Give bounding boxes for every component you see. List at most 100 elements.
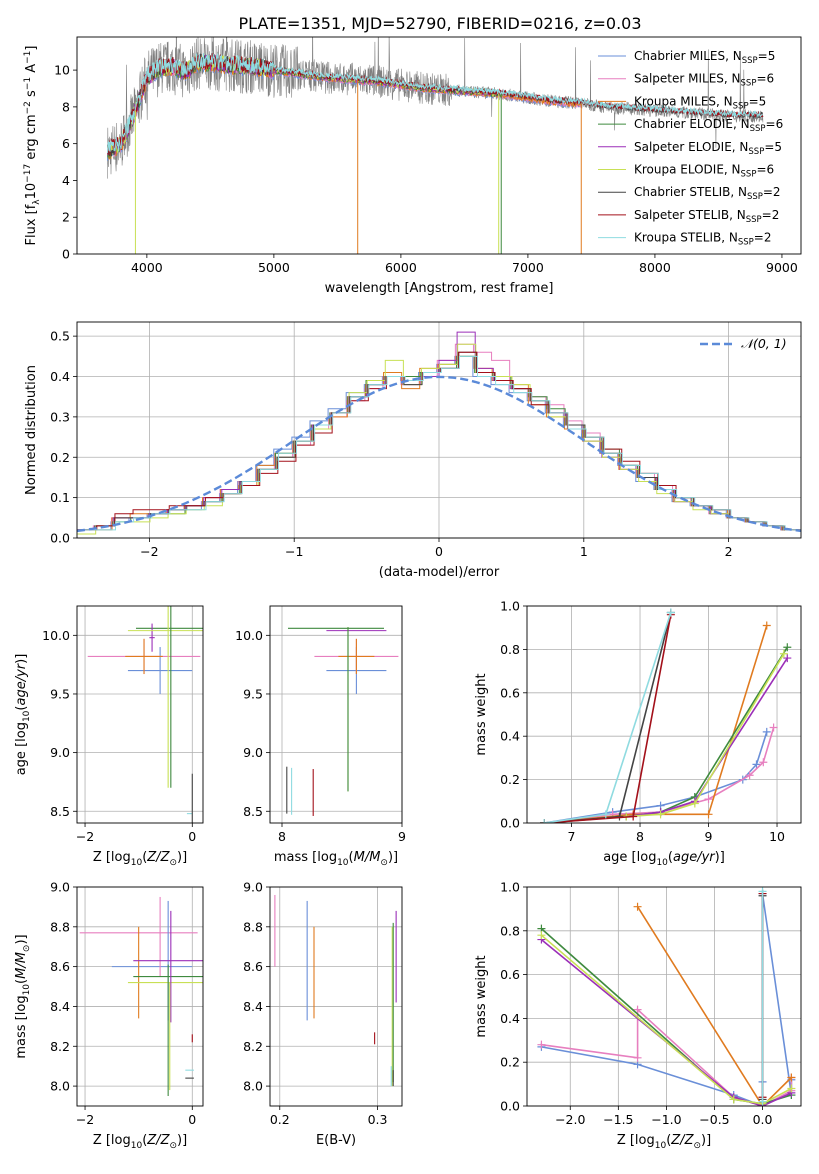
x-tick-label: −2 <box>76 829 94 844</box>
y-axis-label-part: mass weight <box>474 673 489 755</box>
legend-label-sub: SSP <box>738 238 754 248</box>
y-tick-label: 8.2 <box>243 1039 263 1054</box>
y-axis-label-part: )] <box>14 654 29 664</box>
y-tick-label: 2 <box>62 210 70 225</box>
y-axis-label: mass [log10(M/M⊙)] <box>14 934 32 1058</box>
x-axis-label-part: Z [log <box>93 850 131 865</box>
legend-label-sub: SSP <box>748 147 764 157</box>
mass-weight-marker <box>537 1040 546 1049</box>
x-tick-label: 4000 <box>131 260 163 275</box>
mass-weight-line <box>544 646 788 823</box>
y-tick-label: 8.6 <box>243 959 263 974</box>
legend-label-sub: SSP <box>747 192 763 202</box>
mass-weight-marker <box>745 771 754 780</box>
y-tick-label: 0.8 <box>500 642 520 657</box>
x-axis-label-part: 10 <box>656 858 668 868</box>
x-axis-label-part: )] <box>715 850 725 865</box>
mass-weight-marker <box>690 799 699 808</box>
y-axis-label-part: ( <box>14 979 29 984</box>
z-vs-mass-axes: −2 08.08.28.48.68.89.0Z [log10(Z/Z⊙)]mass… <box>14 880 204 1151</box>
legend-label: Chabrier ELODIE, NSSP=6 <box>634 117 783 134</box>
y-axis-label-part: age/yr <box>14 662 29 705</box>
legend-label-main: Chabrier ELODIE, N <box>634 117 750 131</box>
axes-frame <box>526 886 802 1107</box>
y-tick-label: 8.5 <box>243 804 263 819</box>
spectrum-axes: 4000 5000 6000 7000 8000 9000 0 2 4 6 8 10 wavelengt… <box>23 36 802 296</box>
legend-label-tail: =6 <box>756 72 774 86</box>
y-tick-label: 0.1 <box>50 490 70 505</box>
mass-vs-age-plot <box>286 627 399 816</box>
y-axis-label: mass weight <box>474 673 489 755</box>
y-tick-label: 8.6 <box>50 959 70 974</box>
mass-weight-marker <box>729 1095 738 1104</box>
z-vs-weight-axes: −2.0 −1.5 −1.0 −0.5 0.0 0.0 0.2 0.4 0.6 0.8 1.0 Z [… <box>474 880 802 1151</box>
x-tick-label: 8 <box>636 829 644 844</box>
legend-label-tail: =5 <box>758 49 776 63</box>
y-tick-label: 8.0 <box>243 1079 263 1094</box>
y-axis-label-part: 10 <box>24 183 39 200</box>
y-tick-label: 0.2 <box>50 450 70 465</box>
y-tick-label: 0.6 <box>500 685 520 700</box>
y-tick-label: 9.0 <box>243 745 263 760</box>
legend-label-tail: =2 <box>763 185 781 199</box>
y-tick-label: 0.5 <box>50 329 70 344</box>
y-tick-label: 10.0 <box>42 628 70 643</box>
y-axis-label-part: Normed distribution <box>24 365 39 495</box>
mass-weight-line <box>636 906 792 1106</box>
mass-weight-marker <box>762 727 771 736</box>
axes-frame <box>76 321 802 539</box>
mass-weight-marker <box>537 931 546 940</box>
mass-weight-marker <box>758 1097 767 1106</box>
z-vs-mass-plot <box>79 896 203 1097</box>
mass-weight-marker <box>783 643 792 652</box>
legend-label-sub: SSP <box>746 215 762 225</box>
y-axis-label-part: 10 <box>22 984 32 996</box>
legend-label: Salpeter MILES, NSSP=6 <box>634 72 774 89</box>
y-axis-label-part: mass weight <box>474 955 489 1037</box>
y-tick-label: 0 <box>62 247 70 262</box>
legend-label-tail: =6 <box>766 117 784 131</box>
x-axis-label: mass [log10(M/M⊙)] <box>274 850 398 868</box>
mass-weight-marker <box>656 810 665 819</box>
x-tick-label: −1.5 <box>603 1112 633 1127</box>
residual-histogram-step <box>77 343 800 531</box>
mass-weight-line <box>544 653 785 823</box>
ebv-vs-mass-axes: 0.2 0.3 8.0 8.2 8.4 8.6 8.8 9.0 E(B-V) <box>243 880 403 1148</box>
legend-label-sub: SSP <box>741 170 757 180</box>
legend-label-tail: =2 <box>754 231 772 245</box>
legend-label: 𝒩(0, 1) <box>741 336 787 351</box>
legend-label: Kroupa STELIB, NSSP=2 <box>634 231 772 248</box>
x-axis-label-part: 10 <box>131 858 143 868</box>
x-tick-label: 9 <box>705 829 713 844</box>
x-axis-label-part: 10 <box>337 858 349 868</box>
y-tick-label: 9.0 <box>50 880 70 895</box>
y-axis-label: Normed distribution <box>24 365 39 495</box>
x-axis-label-part: Z/Z <box>146 850 170 865</box>
residual-histogram-step <box>77 331 801 531</box>
x-tick-label: 7 <box>568 829 576 844</box>
residual-histogram-step <box>79 355 801 531</box>
x-tick-label: 8 <box>278 829 286 844</box>
y-axis-label-part: ( <box>14 706 29 711</box>
x-axis-label-part: ( <box>142 850 147 865</box>
legend-label-sub: SSP <box>733 101 749 111</box>
mass-weight-line <box>540 934 792 1105</box>
y-tick-label: 0.4 <box>500 729 520 744</box>
legend-label: Chabrier MILES, NSSP=5 <box>634 49 775 66</box>
x-axis-label-part: )] <box>701 1133 711 1148</box>
x-axis-label-part: ( <box>349 850 354 865</box>
residual-histogram-step <box>78 351 801 531</box>
y-tick-label: 0.2 <box>500 1055 520 1070</box>
x-tick-label: 1 <box>580 544 588 559</box>
y-tick-label: 1.0 <box>500 880 520 895</box>
x-tick-label: 0 <box>188 1112 196 1127</box>
mass-weight-line <box>543 731 768 823</box>
mass-weight-marker <box>762 621 771 630</box>
x-tick-label: 0.2 <box>270 1112 290 1127</box>
y-tick-label: 9.5 <box>50 686 70 701</box>
y-tick-label: 0.6 <box>500 967 520 982</box>
mass-weight-marker <box>540 819 549 823</box>
y-tick-label: 8.4 <box>243 999 263 1014</box>
